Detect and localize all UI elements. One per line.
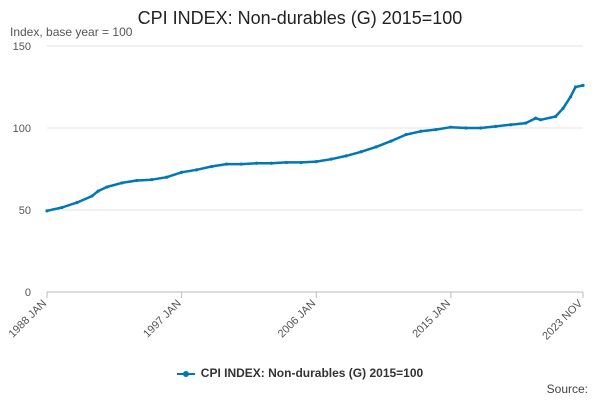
data-point[interactable]: [314, 160, 318, 164]
gridlines: [47, 45, 583, 211]
data-point[interactable]: [269, 161, 273, 165]
data-point[interactable]: [224, 162, 229, 166]
data-point[interactable]: [90, 194, 94, 198]
data-point[interactable]: [239, 162, 244, 166]
data-point[interactable]: [553, 114, 558, 119]
data-point[interactable]: [45, 209, 49, 213]
data-point[interactable]: [150, 178, 154, 182]
y-axis-subtitle: Index, base year = 100: [10, 25, 133, 39]
data-point[interactable]: [165, 175, 169, 179]
data-point[interactable]: [389, 139, 393, 143]
data-point[interactable]: [404, 132, 408, 137]
data-point[interactable]: [120, 181, 124, 185]
data-point[interactable]: [479, 126, 483, 130]
data-point[interactable]: [573, 85, 578, 89]
axes: 0 50 100 150 1988 JAN 1997 JAN 2006 JAN 2015 JA…: [6, 41, 585, 342]
y-tick-label: 50: [19, 205, 31, 217]
data-point[interactable]: [329, 157, 333, 161]
y-tick-label: 0: [25, 287, 31, 299]
legend[interactable]: CPI INDEX: Non-durables (G) 2015=100: [0, 366, 600, 380]
legend-swatch: [176, 370, 195, 377]
data-point[interactable]: [60, 205, 64, 210]
series-line[interactable]: [46, 84, 584, 213]
data-point[interactable]: [254, 161, 259, 165]
x-tick-label: 2023 NOV: [540, 297, 585, 342]
data-point[interactable]: [509, 123, 513, 127]
data-point[interactable]: [581, 83, 585, 87]
data-point[interactable]: [180, 170, 184, 174]
data-point[interactable]: [568, 95, 573, 99]
data-point[interactable]: [449, 125, 453, 129]
data-point[interactable]: [534, 116, 538, 120]
data-point[interactable]: [524, 121, 528, 125]
data-point[interactable]: [284, 160, 288, 165]
data-point[interactable]: [374, 145, 378, 149]
data-point[interactable]: [434, 128, 438, 132]
data-point[interactable]: [194, 168, 199, 172]
x-tick-label: 2015 JAN: [410, 298, 453, 341]
data-point[interactable]: [209, 164, 214, 169]
y-tick-label: 150: [13, 41, 31, 53]
x-tick-label: 1988 JAN: [6, 298, 49, 341]
data-point[interactable]: [561, 106, 565, 110]
y-tick-label: 100: [13, 123, 31, 135]
data-point[interactable]: [105, 185, 109, 189]
data-point[interactable]: [96, 189, 100, 193]
data-point[interactable]: [299, 160, 303, 165]
x-tick-label: 2006 JAN: [276, 298, 319, 341]
data-point[interactable]: [135, 178, 139, 183]
series-layer: [45, 83, 585, 213]
legend-label: CPI INDEX: Non-durables (G) 2015=100: [200, 366, 424, 380]
source-note: Source:: [546, 382, 588, 396]
data-point[interactable]: [464, 126, 468, 130]
data-point[interactable]: [539, 118, 543, 122]
data-point[interactable]: [75, 201, 79, 205]
data-point[interactable]: [494, 124, 498, 128]
data-point[interactable]: [359, 150, 363, 154]
chart-title: CPI INDEX: Non-durables (G) 2015=100: [137, 8, 463, 28]
data-point[interactable]: [344, 154, 348, 158]
x-tick-label: 1997 JAN: [141, 298, 184, 341]
data-point[interactable]: [419, 129, 423, 133]
